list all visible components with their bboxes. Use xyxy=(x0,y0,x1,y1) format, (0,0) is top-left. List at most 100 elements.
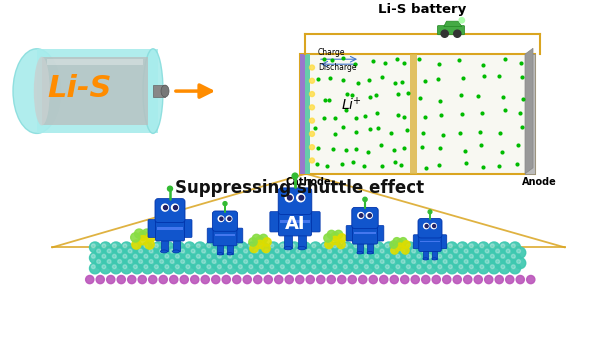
Circle shape xyxy=(254,275,262,284)
Bar xyxy=(37,49,158,133)
Circle shape xyxy=(322,254,326,258)
FancyBboxPatch shape xyxy=(419,234,441,251)
Circle shape xyxy=(189,258,200,269)
Circle shape xyxy=(378,247,389,258)
Circle shape xyxy=(291,265,295,269)
Circle shape xyxy=(310,78,314,83)
Circle shape xyxy=(400,237,407,245)
Circle shape xyxy=(446,242,458,253)
Circle shape xyxy=(168,258,179,269)
Circle shape xyxy=(184,242,195,253)
Circle shape xyxy=(168,247,179,258)
Circle shape xyxy=(105,258,116,269)
Circle shape xyxy=(394,252,405,263)
Circle shape xyxy=(184,263,195,274)
Circle shape xyxy=(359,260,363,263)
Circle shape xyxy=(394,263,405,274)
Bar xyxy=(217,244,223,254)
Circle shape xyxy=(312,265,316,269)
Circle shape xyxy=(506,260,510,263)
Circle shape xyxy=(207,254,211,258)
Circle shape xyxy=(291,254,295,258)
Circle shape xyxy=(123,254,127,258)
Circle shape xyxy=(320,263,331,274)
Circle shape xyxy=(128,260,132,263)
Circle shape xyxy=(469,265,473,269)
Circle shape xyxy=(142,263,153,274)
Circle shape xyxy=(289,252,300,263)
Circle shape xyxy=(366,213,372,218)
Circle shape xyxy=(184,252,195,263)
Circle shape xyxy=(161,204,169,211)
Bar xyxy=(354,232,376,234)
Circle shape xyxy=(322,265,326,269)
Circle shape xyxy=(338,249,342,253)
Circle shape xyxy=(415,242,426,253)
Circle shape xyxy=(422,260,426,263)
Circle shape xyxy=(415,263,426,274)
Circle shape xyxy=(223,260,227,263)
Circle shape xyxy=(331,236,339,245)
Circle shape xyxy=(368,214,371,217)
Circle shape xyxy=(236,242,248,253)
Circle shape xyxy=(242,247,253,258)
Circle shape xyxy=(325,240,333,248)
Circle shape xyxy=(149,249,153,253)
Circle shape xyxy=(509,242,521,253)
Bar xyxy=(410,54,418,174)
Circle shape xyxy=(201,275,209,284)
Circle shape xyxy=(359,249,363,253)
Circle shape xyxy=(436,242,447,253)
FancyBboxPatch shape xyxy=(346,225,355,241)
Circle shape xyxy=(347,258,358,269)
Circle shape xyxy=(348,275,356,284)
Circle shape xyxy=(307,260,311,263)
Circle shape xyxy=(172,204,179,211)
Circle shape xyxy=(433,260,437,263)
Circle shape xyxy=(236,252,248,263)
Circle shape xyxy=(385,265,389,269)
Circle shape xyxy=(152,242,163,253)
Circle shape xyxy=(448,265,452,269)
Circle shape xyxy=(252,234,260,243)
Circle shape xyxy=(294,247,305,258)
Circle shape xyxy=(326,247,337,258)
Circle shape xyxy=(517,249,521,253)
Circle shape xyxy=(256,240,264,248)
Circle shape xyxy=(89,252,101,263)
Circle shape xyxy=(427,244,431,248)
Circle shape xyxy=(105,247,116,258)
Circle shape xyxy=(436,263,447,274)
Circle shape xyxy=(121,252,132,263)
Circle shape xyxy=(265,249,269,253)
Circle shape xyxy=(158,258,169,269)
Circle shape xyxy=(404,252,415,263)
Circle shape xyxy=(123,265,127,269)
Circle shape xyxy=(131,233,140,242)
Bar xyxy=(280,220,310,223)
Text: Discharge: Discharge xyxy=(318,63,356,72)
Circle shape xyxy=(270,265,274,269)
Circle shape xyxy=(123,244,127,248)
Circle shape xyxy=(170,275,178,284)
Polygon shape xyxy=(444,21,462,27)
Circle shape xyxy=(228,254,232,258)
FancyBboxPatch shape xyxy=(155,218,185,241)
Circle shape xyxy=(222,275,230,284)
Circle shape xyxy=(170,260,174,263)
Circle shape xyxy=(102,254,106,258)
Circle shape xyxy=(296,249,300,253)
Circle shape xyxy=(133,254,137,258)
Circle shape xyxy=(243,275,251,284)
Circle shape xyxy=(406,254,410,258)
Circle shape xyxy=(142,252,153,263)
Bar xyxy=(157,227,183,230)
Text: Charge: Charge xyxy=(318,48,346,57)
Circle shape xyxy=(102,265,106,269)
Circle shape xyxy=(110,263,121,274)
Circle shape xyxy=(333,254,337,258)
Circle shape xyxy=(154,265,158,269)
Circle shape xyxy=(412,249,416,253)
Circle shape xyxy=(212,249,216,253)
Circle shape xyxy=(165,254,169,258)
